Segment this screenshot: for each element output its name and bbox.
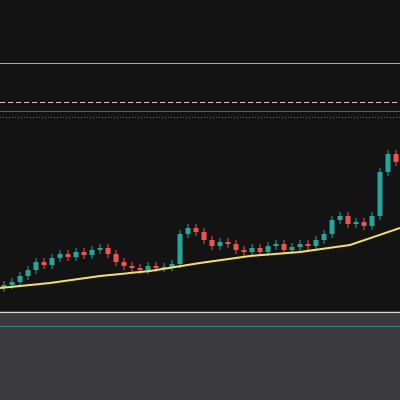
candle-body [329,220,335,234]
candle-body [377,172,383,216]
candle-body [305,244,311,246]
candle-body [161,267,167,268]
candle-body [89,250,95,255]
candle-body [337,216,343,220]
candle-body [385,154,391,172]
candle-body [145,266,151,270]
moving-average [0,227,400,289]
candle-body [129,266,135,268]
candle-body [217,242,223,246]
candle-body [353,222,359,224]
candle-body [49,258,55,265]
candle-body [113,254,119,262]
candle-body [153,266,159,268]
candle-body [57,254,63,258]
lower-pane [0,314,400,400]
candle-body [225,242,231,244]
candle-body [65,254,71,257]
candle-body [273,244,279,246]
candle-body [33,262,39,270]
candle-body [249,248,255,252]
candle-body [177,234,183,264]
candle-body [393,154,399,162]
candle-body [17,276,23,282]
candle-body [297,244,303,247]
candle-body [241,250,247,252]
candle-body [121,262,127,266]
candle-body [9,282,15,285]
candle-body [169,264,175,267]
candle-body [137,268,143,270]
candle-body [41,262,47,265]
candle-body [209,240,215,246]
candle-body [345,216,351,224]
candle-body [321,234,327,240]
candle-body [81,252,87,255]
candle-body [193,228,199,232]
candle-body [25,270,31,276]
candle-body [289,247,295,250]
candle-body [257,248,263,252]
candle-body [105,248,111,254]
plot-area [0,0,400,312]
candle-body [369,216,375,226]
candle-body [313,240,319,246]
candle-body [361,222,367,226]
candle-body [201,232,207,240]
candle-body [265,246,271,252]
candle-body [73,252,79,257]
candle-body [281,244,287,250]
candle-body [1,285,7,288]
candle-body [97,248,103,250]
candle-body [233,244,239,250]
candle-body [185,228,191,234]
